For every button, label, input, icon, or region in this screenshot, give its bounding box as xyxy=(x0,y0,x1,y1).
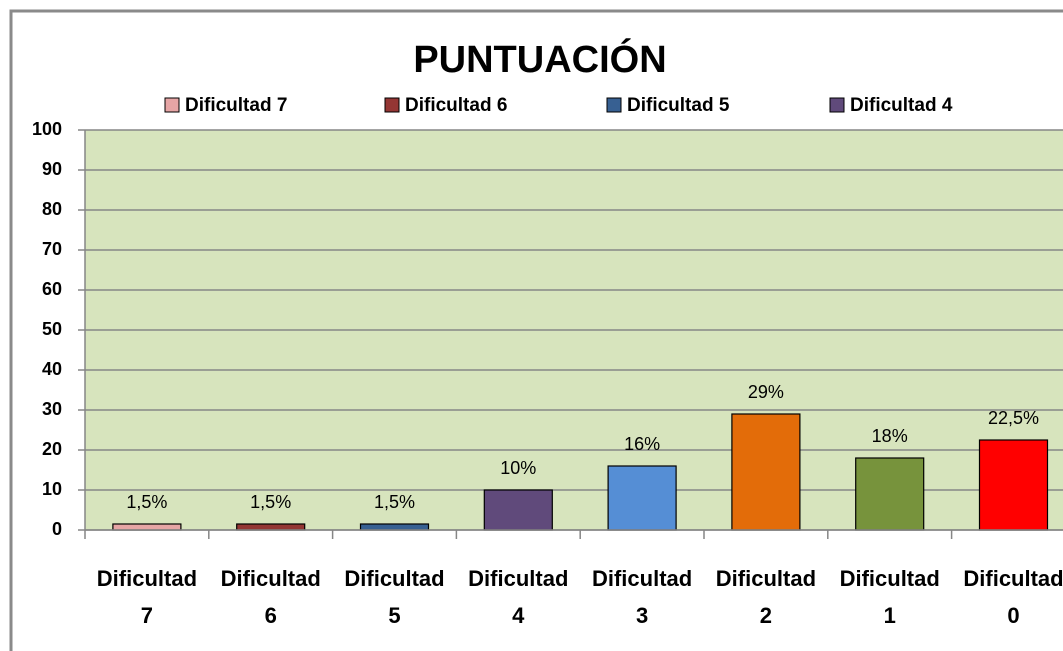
legend-swatch xyxy=(384,97,400,113)
value-label: 10% xyxy=(500,458,536,478)
bar xyxy=(731,413,801,531)
x-tick-label: Dificultad 5 xyxy=(344,566,444,628)
legend-swatch xyxy=(164,97,180,113)
value-label: 1,5% xyxy=(250,492,291,512)
y-tick-label: 90 xyxy=(42,159,62,179)
y-tick-label: 30 xyxy=(42,399,62,419)
value-label: 29% xyxy=(748,382,784,402)
bar xyxy=(483,489,553,531)
y-tick-label: 60 xyxy=(42,279,62,299)
x-tick-label: Dificultad 3 xyxy=(592,566,692,628)
bar xyxy=(855,457,925,531)
legend-label: Dificultad 5 xyxy=(627,95,730,116)
legend-label: Dificultad 4 xyxy=(850,95,953,116)
value-label: 16% xyxy=(624,434,660,454)
x-tick-label: Dificultad 0 xyxy=(963,566,1063,628)
value-label: 18% xyxy=(872,426,908,446)
legend-swatch xyxy=(606,97,622,113)
value-label: 1,5% xyxy=(126,492,167,512)
y-tick-label: 100 xyxy=(32,119,62,139)
chart-title: PUNTUACIÓN xyxy=(413,37,666,81)
bar xyxy=(607,465,677,531)
y-tick-label: 40 xyxy=(42,359,62,379)
y-tick-label: 50 xyxy=(42,319,62,339)
x-tick-label: Dificultad 6 xyxy=(221,566,321,628)
x-tick-label: Dificultad 7 xyxy=(97,566,197,628)
x-tick-label: Dificultad 4 xyxy=(468,566,568,628)
x-tick-label: Dificultad 2 xyxy=(716,566,816,628)
y-tick-label: 20 xyxy=(42,439,62,459)
bar xyxy=(978,439,1049,531)
legend-label: Dificultad 7 xyxy=(185,95,287,116)
y-tick-label: 0 xyxy=(52,519,62,539)
legend-swatch xyxy=(829,97,845,113)
bar xyxy=(359,523,430,531)
bar xyxy=(236,523,306,531)
y-tick-label: 70 xyxy=(42,239,62,259)
y-tick-label: 80 xyxy=(42,199,62,219)
value-label: 22,5% xyxy=(988,408,1039,428)
bar xyxy=(112,523,182,531)
legend-label: Dificultad 6 xyxy=(405,95,507,116)
x-tick-label: Dificultad 1 xyxy=(840,566,940,628)
y-tick-label: 10 xyxy=(42,479,62,499)
value-label: 1,5% xyxy=(374,492,415,512)
